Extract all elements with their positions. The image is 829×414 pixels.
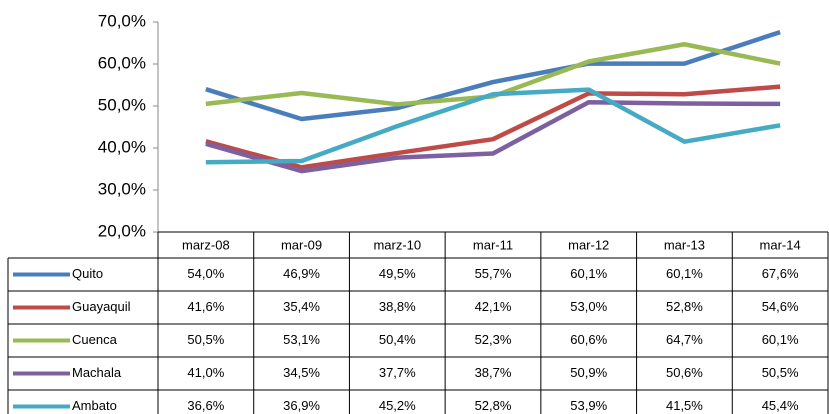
data-label: 34,5%	[283, 365, 320, 380]
data-label: 60,6%	[570, 332, 607, 347]
y-tick-label: 30,0%	[98, 179, 146, 198]
data-label: 38,7%	[475, 365, 512, 380]
data-label: 60,1%	[570, 266, 607, 281]
data-label: 67,6%	[762, 266, 799, 281]
data-label: 50,4%	[379, 332, 416, 347]
x-tick-label: mar-11	[473, 237, 513, 252]
data-label: 50,6%	[666, 365, 703, 380]
data-label: 45,4%	[762, 398, 799, 413]
series-line	[205, 99, 781, 174]
data-label: 55,7%	[475, 266, 512, 281]
series-line	[205, 29, 781, 122]
data-label: 42,1%	[475, 299, 512, 314]
data-label: 52,8%	[475, 398, 512, 413]
data-label: 36,9%	[283, 398, 320, 413]
y-tick-label: 70,0%	[98, 11, 146, 30]
data-label: 38,8%	[379, 299, 416, 314]
y-tick-label: 60,0%	[98, 53, 146, 72]
x-tick-label: marz-08	[182, 237, 230, 252]
data-label: 41,6%	[187, 299, 224, 314]
x-tick-label: mar-12	[568, 237, 609, 252]
data-label: 46,9%	[283, 266, 320, 281]
series-line	[205, 84, 781, 170]
legend-label: Machala	[72, 365, 122, 380]
data-label: 37,7%	[379, 365, 416, 380]
x-tick-label: marz-10	[373, 237, 421, 252]
data-label: 53,9%	[570, 398, 607, 413]
data-label: 54,0%	[187, 266, 224, 281]
data-label: 64,7%	[666, 332, 703, 347]
legend-label: Cuenca	[72, 332, 118, 347]
data-label: 54,6%	[762, 299, 799, 314]
data-label: 60,1%	[762, 332, 799, 347]
legend-label: Guayaquil	[72, 299, 131, 314]
legend-label: Ambato	[72, 398, 117, 413]
data-label: 36,6%	[187, 398, 224, 413]
data-label: 41,0%	[187, 365, 224, 380]
y-tick-label: 40,0%	[98, 137, 146, 156]
data-label: 50,9%	[570, 365, 607, 380]
data-label: 35,4%	[283, 299, 320, 314]
x-tick-label: mar-14	[760, 237, 801, 252]
legend-label: Quito	[72, 266, 103, 281]
data-label: 41,5%	[666, 398, 703, 413]
data-label: 53,1%	[283, 332, 320, 347]
data-label: 45,2%	[379, 398, 416, 413]
x-tick-label: mar-13	[664, 237, 705, 252]
data-label: 52,8%	[666, 299, 703, 314]
data-label: 60,1%	[666, 266, 703, 281]
x-tick-label: mar-09	[281, 237, 322, 252]
data-label: 52,3%	[475, 332, 512, 347]
y-tick-label: 50,0%	[98, 95, 146, 114]
data-label: 53,0%	[570, 299, 607, 314]
series-line	[205, 87, 781, 165]
y-tick-label: 20,0%	[98, 221, 146, 240]
data-label: 49,5%	[379, 266, 416, 281]
data-label: 50,5%	[187, 332, 224, 347]
data-label: 50,5%	[762, 365, 799, 380]
